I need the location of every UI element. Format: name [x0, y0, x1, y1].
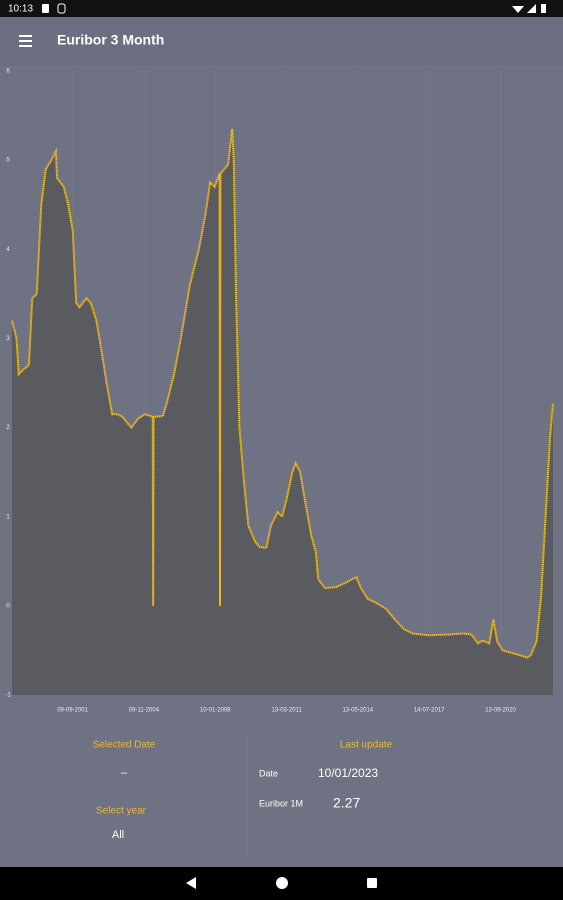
- back-button[interactable]: [186, 877, 196, 889]
- y-tick-label: 1: [6, 514, 10, 520]
- status-icon: [42, 4, 49, 13]
- app-title: Euribor 3 Month: [57, 32, 164, 48]
- x-tick-label: 09-09-2001: [57, 708, 88, 714]
- y-tick-label: 5: [6, 158, 10, 164]
- selected-date-value: –: [121, 767, 128, 779]
- y-tick-label: 4: [6, 247, 10, 253]
- chart: -1 0 1 2 3 4 5 6 09-09-2001 09-11-2004 10-01-2008 1…: [5, 69, 554, 714]
- status-time: 10:13: [8, 4, 33, 15]
- selected-date-label: Selected Date: [93, 740, 156, 751]
- line: [11, 128, 554, 659]
- select-year-value[interactable]: All: [112, 829, 124, 841]
- y-tick-label: 0: [6, 603, 10, 609]
- x-tick-label: 13-03-2011: [272, 708, 303, 714]
- app-bar: [0, 17, 563, 64]
- x-tick-label: 09-11-2004: [129, 708, 160, 714]
- menu-button[interactable]: [19, 35, 32, 47]
- signal-icon: [527, 4, 536, 13]
- date-label: Date: [259, 768, 278, 778]
- wifi-icon: [512, 6, 524, 13]
- y-tick-label: -1: [5, 693, 11, 699]
- battery-icon: [541, 4, 546, 13]
- date-value: 10/01/2023: [318, 766, 378, 780]
- x-tick-label: 13-09-2020: [485, 708, 516, 714]
- status-bar: [0, 0, 563, 17]
- last-update-label: Last update: [340, 740, 393, 751]
- y-tick-label: 2: [6, 425, 10, 431]
- x-tick-label: 10-01-2008: [200, 708, 231, 714]
- recents-button[interactable]: [367, 878, 377, 888]
- y-tick-label: 3: [6, 336, 10, 342]
- y-tick-label: 6: [6, 69, 10, 75]
- home-button[interactable]: [276, 877, 288, 889]
- status-icon: [57, 3, 66, 14]
- menu-line: [19, 40, 32, 42]
- area: [12, 128, 553, 695]
- x-tick-label: 13-05-2014: [342, 708, 373, 714]
- x-tick-label: 14-07-2017: [414, 708, 445, 714]
- rate-value: 2.27: [333, 795, 360, 811]
- menu-line: [19, 45, 32, 47]
- rate-label: Euribor 1M: [259, 798, 303, 808]
- menu-line: [19, 35, 32, 37]
- select-year-label: Select year: [96, 806, 147, 817]
